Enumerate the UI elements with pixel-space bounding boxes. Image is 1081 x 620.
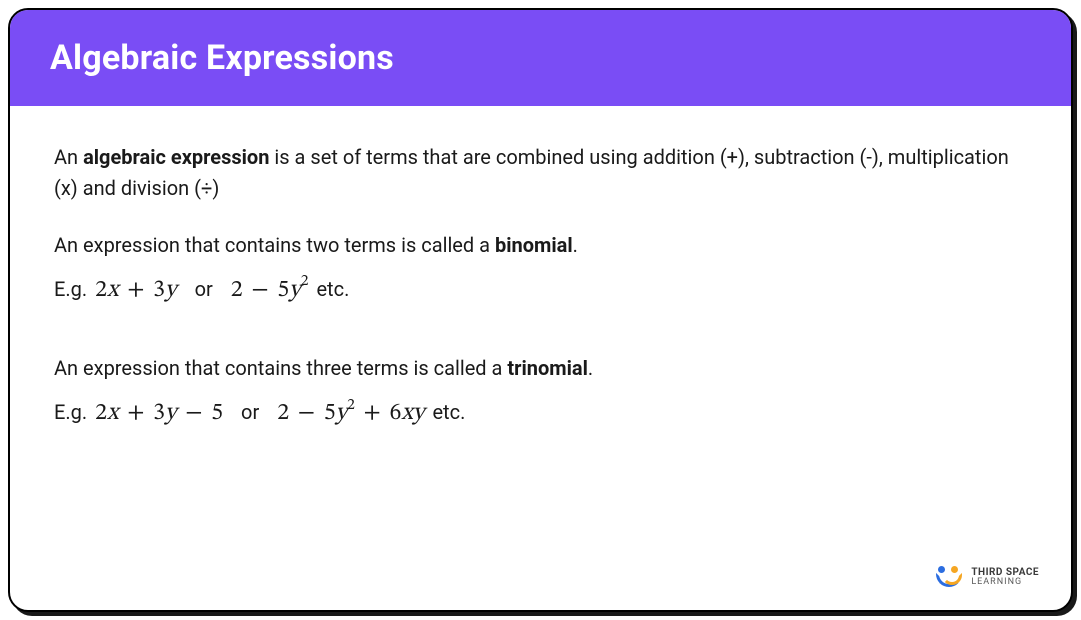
binomial-ex1: 2x + 3y (95, 272, 176, 309)
logo-icon (935, 566, 963, 588)
info-card: Algebraic Expressions An algebraic expre… (8, 8, 1073, 612)
brand-logo: THIRD SPACE LEARNING (935, 566, 1039, 588)
card-header: Algebraic Expressions (10, 10, 1071, 106)
or-label-2: or (231, 397, 269, 428)
logo-text: THIRD SPACE LEARNING (971, 568, 1039, 587)
definition-paragraph: An algebraic expression is a set of term… (54, 142, 1027, 204)
binomial-paragraph: An expression that contains two terms is… (54, 230, 1027, 261)
binomial-ex2: 2 − 5y2 (231, 271, 309, 309)
p2-post: . (573, 233, 578, 257)
logo-line2: LEARNING (971, 578, 1039, 587)
trinomial-ex2: 2 − 5y2 + 6xy (277, 394, 424, 432)
p1-bold: algebraic expression (83, 145, 269, 169)
p3-pre: An expression that contains three terms … (54, 356, 507, 380)
etc-label-2: etc. (432, 397, 465, 428)
p3-post: . (588, 356, 593, 380)
trinomial-paragraph: An expression that contains three terms … (54, 353, 1027, 384)
trinomial-examples: E.g. 2x + 3y − 5 or 2 − 5y2 + 6xy etc. (54, 394, 1027, 432)
logo-line1: THIRD SPACE (971, 568, 1039, 578)
eg-label: E.g. (54, 274, 87, 305)
trinomial-ex1: 2x + 3y − 5 (95, 395, 223, 432)
binomial-examples: E.g. 2x + 3y or 2 − 5y2 etc. (54, 271, 1027, 309)
card-content: An algebraic expression is a set of term… (10, 106, 1071, 462)
etc-label-1: etc. (316, 274, 349, 305)
card-title: Algebraic Expressions (50, 38, 1031, 78)
p2-bold: binomial (495, 233, 573, 257)
eg-label-2: E.g. (54, 397, 87, 428)
or-label-1: or (185, 274, 223, 305)
p2-pre: An expression that contains two terms is… (54, 233, 495, 257)
p3-bold: trinomial (507, 356, 588, 380)
p1-pre: An (54, 145, 83, 169)
